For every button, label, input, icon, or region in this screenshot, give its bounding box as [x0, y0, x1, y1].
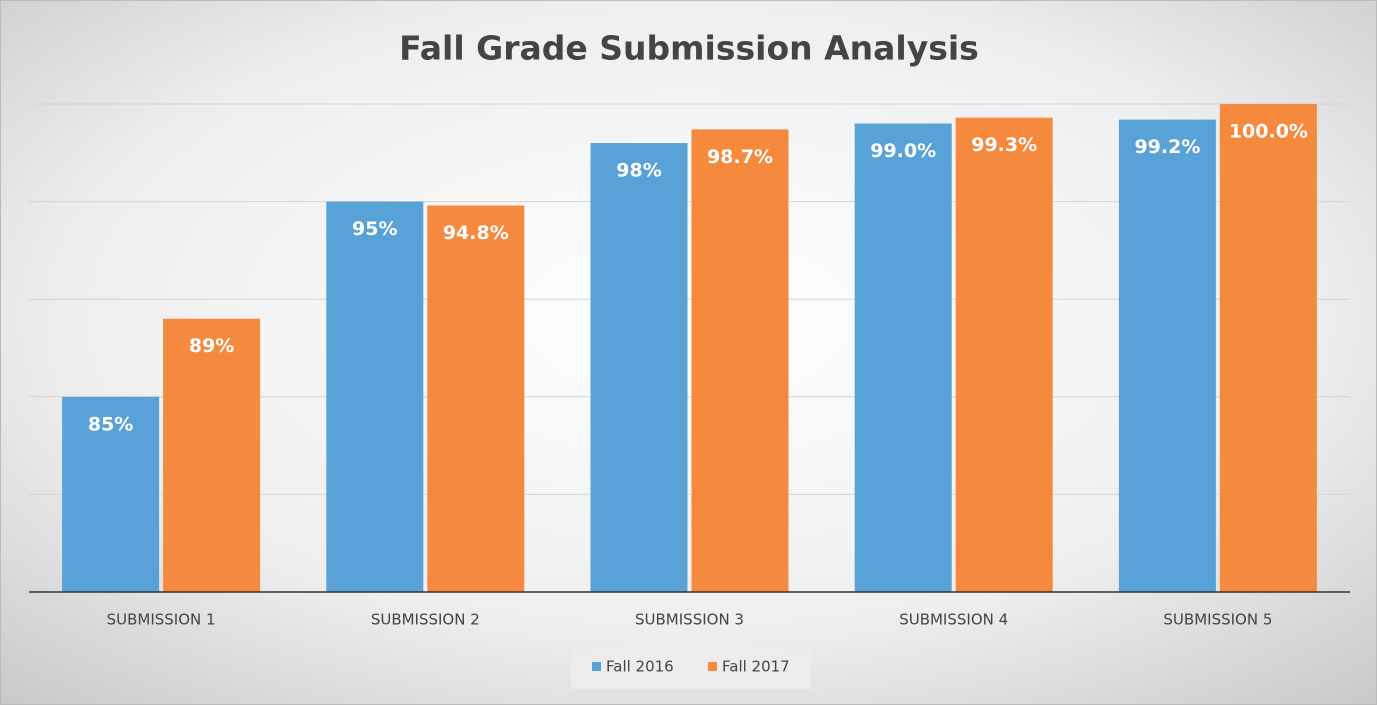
x-tick-label: SUBMISSION 5: [1163, 611, 1272, 629]
value-label: 100.0%: [1229, 121, 1308, 143]
legend-label: Fall 2016: [606, 658, 674, 676]
bar: [590, 143, 688, 593]
value-label: 99.0%: [870, 140, 936, 162]
bar: [1118, 119, 1216, 592]
x-tick-label: SUBMISSION 2: [371, 611, 480, 629]
bar: [326, 201, 424, 592]
value-label: 99.2%: [1134, 136, 1200, 158]
value-label: 95%: [352, 218, 397, 240]
legend-swatch: [592, 662, 601, 671]
value-label: 85%: [88, 413, 133, 435]
bar: [163, 318, 261, 592]
legend-box: [571, 649, 811, 689]
value-label: 98%: [616, 160, 661, 182]
legend-label: Fall 2017: [722, 658, 790, 676]
bar: [955, 117, 1053, 592]
legend-swatch: [708, 662, 717, 671]
bar: [427, 205, 525, 592]
value-label: 98.7%: [707, 146, 773, 168]
bar: [854, 123, 952, 593]
bar: [62, 396, 160, 592]
x-tick-label: SUBMISSION 1: [107, 611, 216, 629]
bar: [691, 129, 789, 592]
x-tick-label: SUBMISSION 4: [899, 611, 1008, 629]
x-tick-label: SUBMISSION 3: [635, 611, 744, 629]
chart-title: Fall Grade Submission Analysis: [399, 29, 979, 68]
value-label: 99.3%: [971, 134, 1037, 156]
value-label: 89%: [189, 335, 234, 357]
value-label: 94.8%: [443, 222, 509, 244]
bar: [1219, 104, 1317, 592]
